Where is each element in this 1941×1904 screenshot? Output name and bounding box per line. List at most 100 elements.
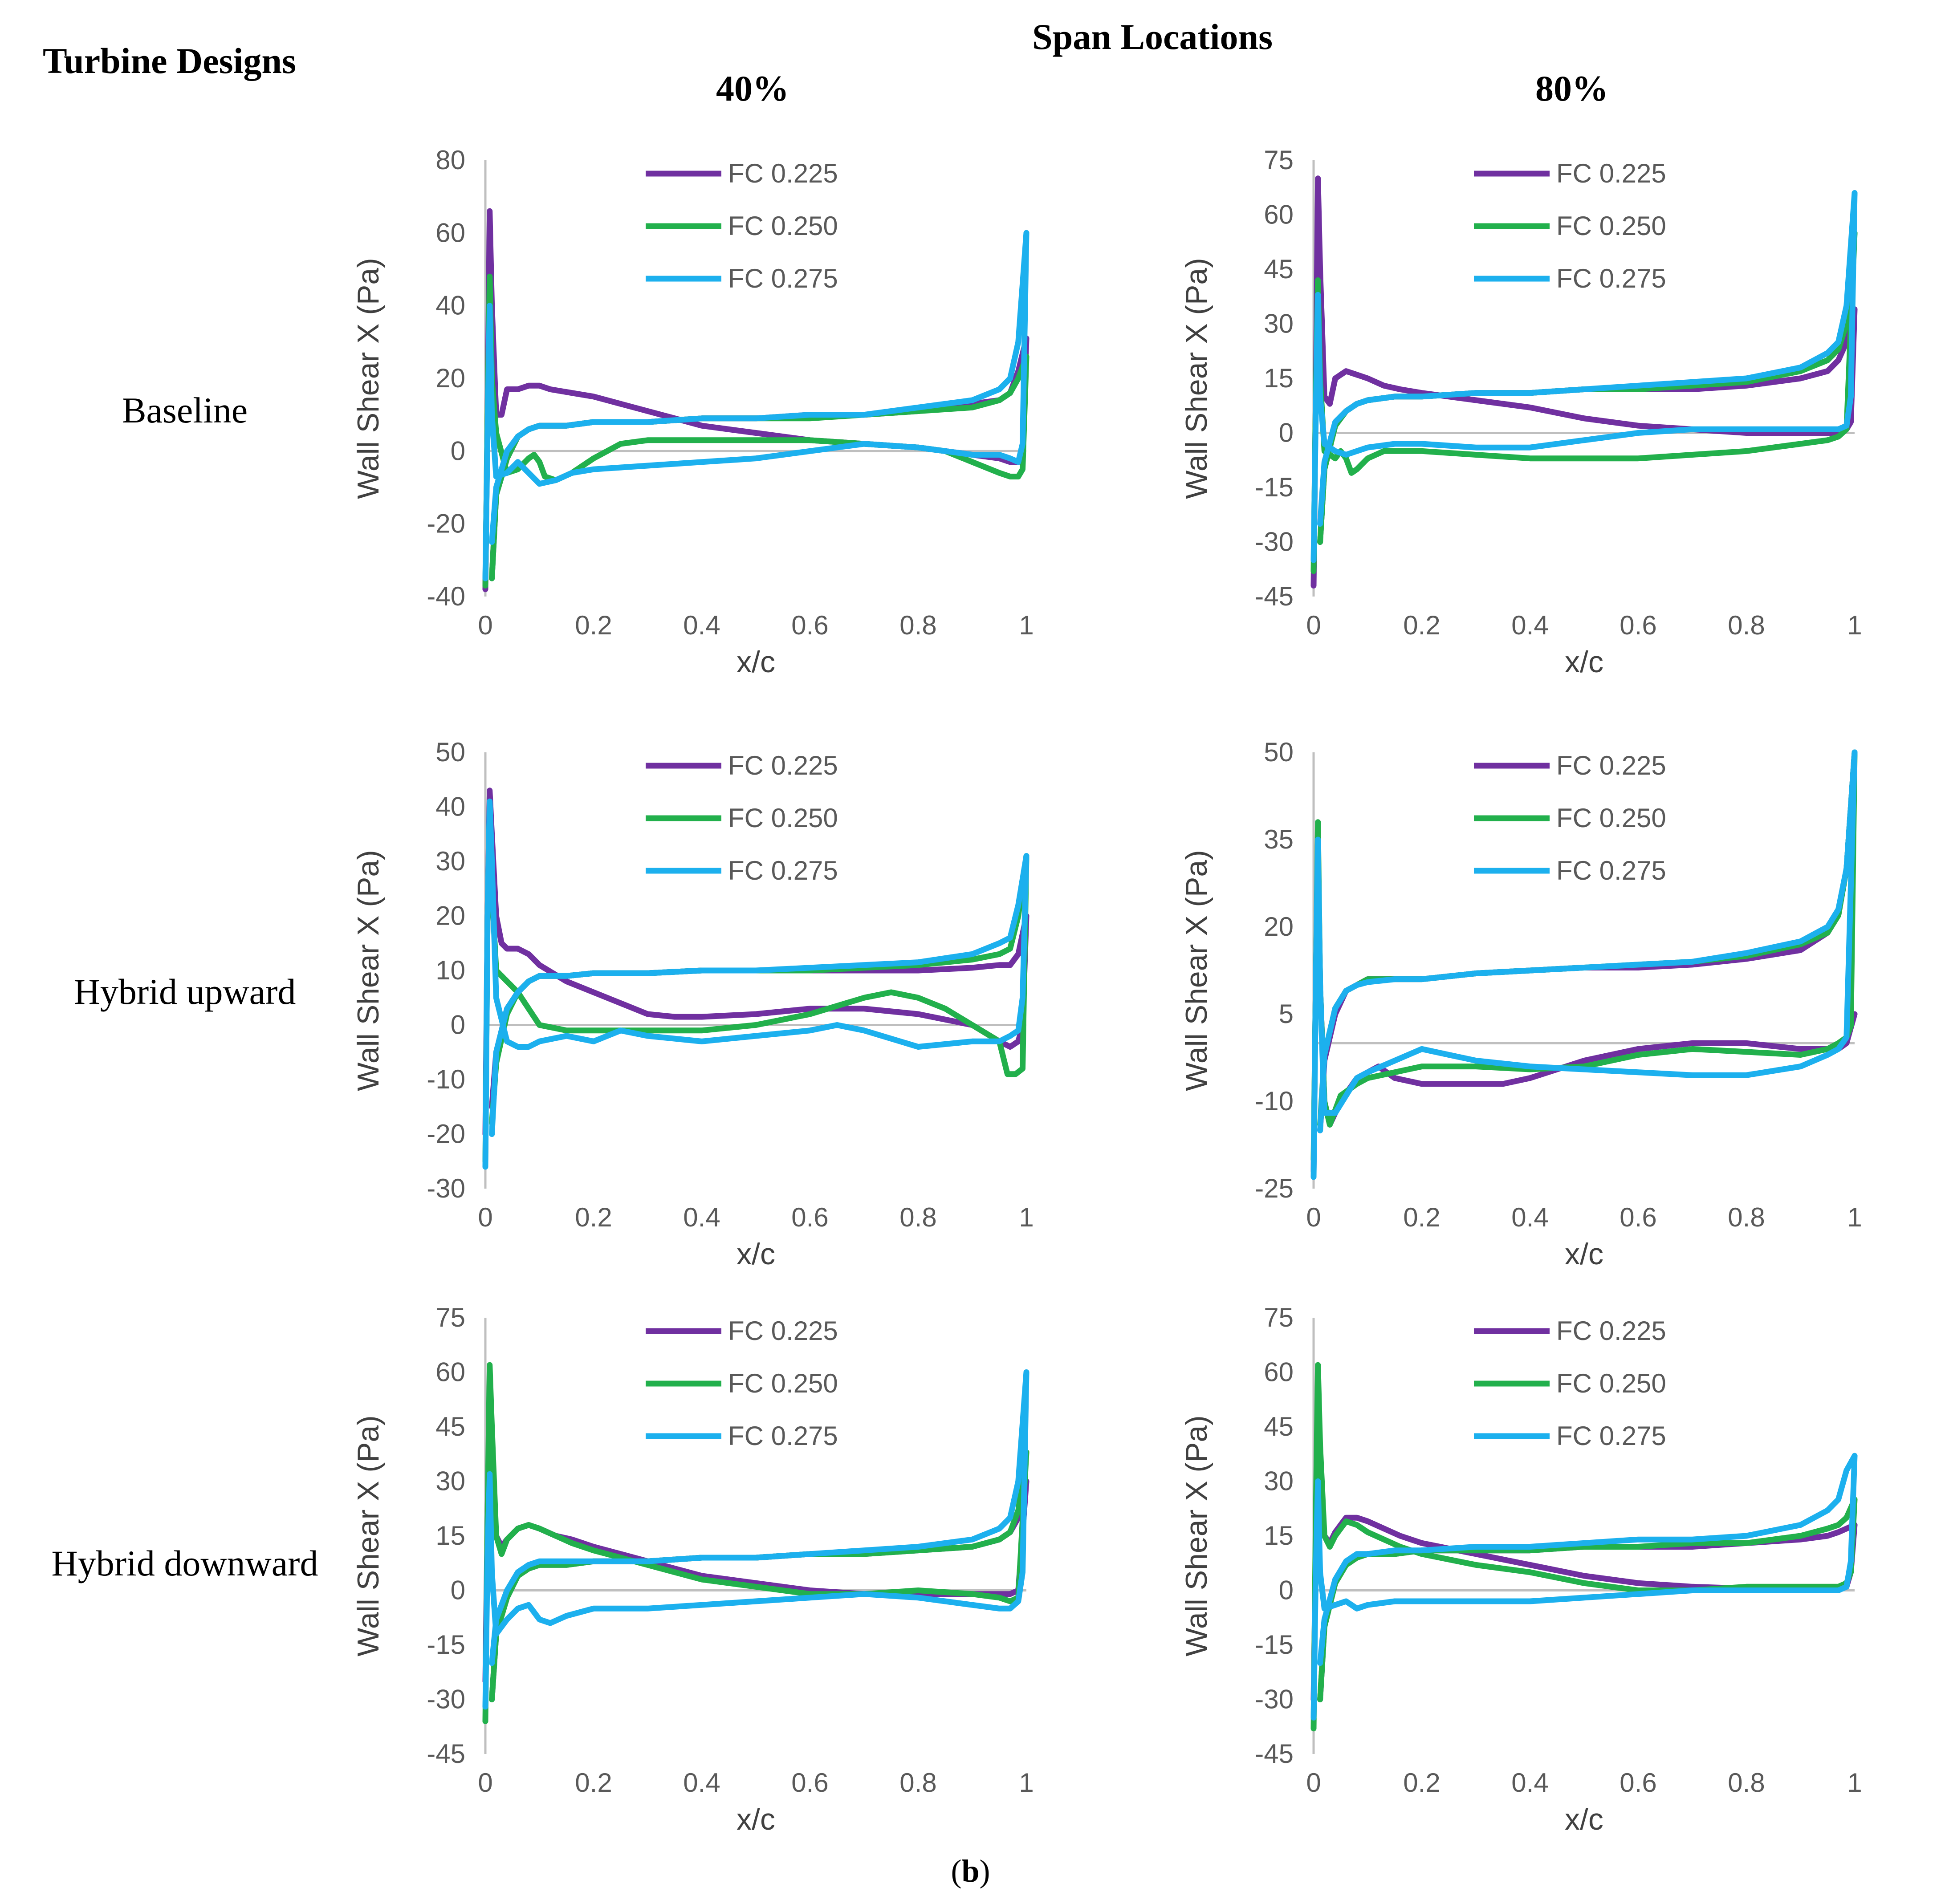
y-tick-label: -10 bbox=[1255, 1086, 1294, 1116]
series-line-fc-0-275 bbox=[1317, 749, 1858, 1133]
y-tick-label: 45 bbox=[435, 1412, 465, 1441]
series-line-fc-0-275 bbox=[489, 853, 1030, 1137]
y-tick-label: 10 bbox=[435, 955, 465, 985]
y-tick-label: 75 bbox=[435, 1303, 465, 1332]
y-tick-label: -45 bbox=[427, 1739, 465, 1769]
chart-hybrid-upward-40: -30 -20 -10 0 10 20 30 40 50 0 0.2 0.4 0.6 0.8 1 x/c Wal… bbox=[347, 726, 1042, 1271]
chart-svg: -45 -30 -15 0 15 30 45 60 75 0 0.2 0.4 0.6 0.8 1 x/c Wal… bbox=[1180, 145, 1862, 679]
x-tick-label: 0 bbox=[478, 1768, 492, 1798]
legend-label: FC 0.275 bbox=[728, 856, 838, 885]
x-tick-label: 0.6 bbox=[791, 1202, 828, 1232]
y-tick-label: 0 bbox=[451, 436, 465, 466]
y-tick-label: -20 bbox=[427, 1119, 465, 1149]
row-label-hybrid-downward: Hybrid downward bbox=[51, 1543, 318, 1583]
legend-label: FC 0.225 bbox=[1556, 751, 1666, 780]
x-tick-label: 0.6 bbox=[1620, 1202, 1656, 1232]
column-header-40: 40% bbox=[716, 68, 789, 109]
legend-label: FC 0.250 bbox=[1556, 211, 1666, 241]
x-tick-label: 1 bbox=[1847, 1768, 1862, 1798]
legend-label: FC 0.225 bbox=[1556, 158, 1666, 188]
series-line-fc-0-275 bbox=[1310, 190, 1858, 563]
y-tick-label: 35 bbox=[1264, 824, 1294, 854]
column-header-80: 80% bbox=[1535, 68, 1608, 109]
row-label-hybrid-upward: Hybrid upward bbox=[73, 971, 296, 1012]
x-tick-label: 0.8 bbox=[1728, 610, 1765, 640]
y-tick-label: 30 bbox=[435, 1466, 465, 1496]
legend-label: FC 0.225 bbox=[728, 158, 838, 188]
y-tick-label: 45 bbox=[1264, 254, 1294, 284]
legend-label: FC 0.250 bbox=[728, 1368, 838, 1398]
legend-label: FC 0.225 bbox=[728, 751, 838, 780]
y-tick-label: -30 bbox=[427, 1685, 465, 1714]
series-line-fc-0-225 bbox=[1310, 836, 1858, 1174]
series-line-fc-0-250 bbox=[489, 353, 1030, 581]
span-locations-header: Span Locations bbox=[1032, 16, 1273, 57]
y-tick-label: -30 bbox=[427, 1173, 465, 1203]
x-tick-label: 0.6 bbox=[791, 610, 828, 640]
legend-label: FC 0.250 bbox=[728, 803, 838, 833]
series-line-fc-0-250 bbox=[489, 1449, 1030, 1702]
chart-baseline-80: -45 -30 -15 0 15 30 45 60 75 0 0.2 0.4 0.6 0.8 1 x/c Wal… bbox=[1176, 134, 1870, 679]
y-tick-label: 0 bbox=[451, 1575, 465, 1605]
x-tick-label: 1 bbox=[1019, 610, 1034, 640]
series-line-fc-0-275 bbox=[489, 1369, 1030, 1666]
y-tick-label: 5 bbox=[1279, 999, 1294, 1029]
x-tick-label: 0.8 bbox=[899, 1768, 936, 1798]
figure-caption: (b) bbox=[951, 1853, 990, 1889]
y-tick-label: 0 bbox=[1279, 1575, 1294, 1605]
y-tick-label: 30 bbox=[435, 846, 465, 876]
y-tick-label: 60 bbox=[1264, 1357, 1294, 1387]
legend-label: FC 0.275 bbox=[728, 1421, 838, 1451]
legend-label: FC 0.225 bbox=[728, 1316, 838, 1346]
series-line-fc-0-225 bbox=[1310, 1442, 1858, 1702]
x-tick-label: 0.8 bbox=[899, 610, 936, 640]
x-tick-label: 0.6 bbox=[1620, 610, 1656, 640]
y-tick-label: 80 bbox=[435, 145, 465, 175]
chart-hybrid-downward-80: -45 -30 -15 0 15 30 45 60 75 0 0.2 0.4 0.6 0.8 1 x/c Wal… bbox=[1176, 1291, 1870, 1836]
turbine-designs-header: Turbine Designs bbox=[43, 41, 296, 81]
x-tick-label: 0.4 bbox=[683, 1768, 720, 1798]
y-tick-label: 75 bbox=[1264, 145, 1294, 175]
y-tick-label: -45 bbox=[1255, 581, 1294, 611]
series-line-fc-0-250 bbox=[482, 1362, 1030, 1724]
x-tick-label: 0.4 bbox=[1511, 1202, 1548, 1232]
series-line-fc-0-250 bbox=[1310, 1362, 1858, 1732]
y-tick-label: -20 bbox=[427, 509, 465, 539]
y-axis-label: Wall Shear X (Pa) bbox=[1180, 1415, 1213, 1656]
y-tick-label: 0 bbox=[451, 1010, 465, 1040]
y-tick-label: 50 bbox=[1264, 737, 1294, 767]
x-tick-label: 1 bbox=[1847, 1202, 1862, 1232]
y-axis-label: Wall Shear X (Pa) bbox=[351, 258, 385, 499]
chart-svg: -40 -20 0 20 40 60 80 0 0.2 0.4 0.6 0.8 1 x/c Wall She… bbox=[351, 145, 1034, 679]
series-line-fc-0-275 bbox=[482, 798, 1030, 1170]
x-tick-label: 0.4 bbox=[683, 1202, 720, 1232]
chart-svg: -25 -10 5 20 35 50 0 0.2 0.4 0.6 0.8 1 x/c Wall Shear… bbox=[1180, 737, 1862, 1271]
series-line-fc-0-225 bbox=[1310, 175, 1858, 589]
x-tick-label: 0.8 bbox=[899, 1202, 936, 1232]
y-tick-label: -45 bbox=[1255, 1739, 1294, 1769]
x-tick-label: 1 bbox=[1847, 610, 1862, 640]
y-tick-label: 30 bbox=[1264, 1466, 1294, 1496]
y-tick-label: 15 bbox=[435, 1521, 465, 1551]
x-tick-label: 0.2 bbox=[575, 1768, 612, 1798]
x-axis-label: x/c bbox=[1565, 645, 1603, 679]
x-axis-label: x/c bbox=[737, 1237, 775, 1271]
series-line-fc-0-275 bbox=[489, 230, 1030, 545]
y-tick-label: 40 bbox=[435, 291, 465, 321]
x-axis-label: x/c bbox=[737, 1803, 775, 1836]
chart-hybrid-downward-40: -45 -30 -15 0 15 30 45 60 75 0 0.2 0.4 0.6 0.8 1 x/c Wal… bbox=[347, 1291, 1042, 1836]
series-line-fc-0-275 bbox=[1317, 190, 1858, 527]
y-tick-label: -30 bbox=[1255, 527, 1294, 557]
y-tick-label: 60 bbox=[1264, 200, 1294, 230]
x-tick-label: 0 bbox=[1306, 1768, 1321, 1798]
y-tick-label: -25 bbox=[1255, 1173, 1294, 1203]
y-axis-label: Wall Shear X (Pa) bbox=[351, 1415, 385, 1656]
x-tick-label: 0.2 bbox=[1403, 1202, 1440, 1232]
chart-svg: -45 -30 -15 0 15 30 45 60 75 0 0.2 0.4 0.6 0.8 1 x/c Wal… bbox=[351, 1303, 1034, 1836]
y-tick-label: 20 bbox=[435, 363, 465, 393]
y-tick-label: -15 bbox=[1255, 472, 1294, 502]
x-tick-label: 0.4 bbox=[1511, 1768, 1548, 1798]
y-tick-label: 60 bbox=[435, 1357, 465, 1387]
y-tick-label: 20 bbox=[435, 901, 465, 931]
x-tick-label: 0 bbox=[478, 1202, 492, 1232]
